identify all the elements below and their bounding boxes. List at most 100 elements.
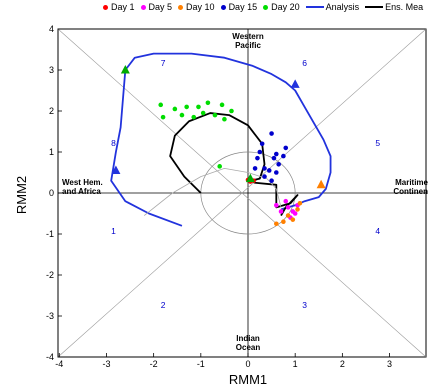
x-tick-label: 1 bbox=[293, 359, 298, 369]
series-day-20-point bbox=[217, 164, 222, 169]
series-day-10-point bbox=[285, 213, 291, 218]
legend-swatch bbox=[178, 4, 184, 10]
region-label-bottom: Ocean bbox=[236, 343, 261, 352]
phase-label-7: 7 bbox=[161, 58, 166, 68]
phase-label-8: 8 bbox=[111, 138, 116, 148]
y-tick-label: 2 bbox=[49, 106, 54, 116]
tick-labels: -4 -3 -2 -1 0 1 2 3 -4 -3 -2 -1 0 1 2 3 4 bbox=[46, 24, 392, 369]
series-day-5-point bbox=[274, 203, 279, 208]
series-day-20-point bbox=[179, 112, 185, 118]
legend-label: Day 5 bbox=[148, 2, 173, 12]
legend-item-day-5: Day 5 bbox=[140, 2, 173, 12]
diagonal-guide bbox=[57, 28, 427, 358]
legend-swatch bbox=[305, 6, 324, 8]
series-day-10-point bbox=[290, 217, 296, 222]
series-day-15-point bbox=[262, 174, 267, 179]
series-day-15-point bbox=[269, 178, 274, 183]
series-day-15-point bbox=[266, 168, 272, 173]
y-tick-label: 4 bbox=[49, 24, 54, 34]
series-ens-mea-line bbox=[169, 112, 299, 216]
series-day-15-point bbox=[257, 149, 263, 155]
legend-label: Day 10 bbox=[186, 2, 215, 12]
y-tick-label: -3 bbox=[46, 311, 54, 321]
series-day-15-point bbox=[281, 153, 286, 159]
series-day-20-point bbox=[219, 102, 225, 108]
legend-label: Day 15 bbox=[228, 2, 258, 12]
series-day-5-point bbox=[278, 209, 284, 214]
series-layer bbox=[110, 52, 332, 227]
series-day-10-point bbox=[281, 219, 286, 224]
series-day-15-point bbox=[255, 155, 260, 161]
series-day-15-point bbox=[276, 162, 281, 167]
series-triangle-markers-triangle bbox=[245, 173, 255, 183]
series-day-10-point bbox=[274, 221, 279, 227]
series-analysis-markers-triangle bbox=[111, 165, 121, 174]
series-day-10-point bbox=[295, 207, 300, 212]
series-day-15-point bbox=[269, 131, 274, 136]
legend-item-analysis: Analysis bbox=[305, 2, 360, 12]
legend-label: Day 20 bbox=[271, 2, 300, 12]
legend-label: Day 1 bbox=[111, 2, 135, 12]
series-ens-members-line bbox=[143, 167, 282, 216]
region-label-bottom: Indian bbox=[236, 334, 260, 343]
region-label-top: Pacific bbox=[235, 41, 261, 50]
y-tick-label: 1 bbox=[49, 147, 54, 157]
x-tick-label: -3 bbox=[102, 359, 110, 369]
y-tick-label: 3 bbox=[49, 65, 54, 75]
phase-label-3: 3 bbox=[302, 300, 307, 310]
series-day-15-point bbox=[259, 141, 265, 147]
series-day-5-point bbox=[292, 211, 298, 216]
series-day-20-point bbox=[158, 102, 164, 108]
series-day-5-point bbox=[283, 198, 289, 204]
y-tick-label: 0 bbox=[49, 188, 54, 198]
phase-label-2: 2 bbox=[161, 300, 166, 310]
series-day-20-point bbox=[196, 104, 201, 110]
x-tick-label: -1 bbox=[197, 359, 205, 369]
series-day-20-point bbox=[184, 104, 189, 110]
series-day-20-point bbox=[205, 100, 211, 106]
series-orange-marker-triangle bbox=[316, 179, 326, 189]
series-analysis-markers-triangle bbox=[290, 79, 300, 88]
region-label-left: and Africa bbox=[62, 187, 101, 196]
legend-swatch bbox=[140, 4, 146, 10]
legend-item-day-20: Day 20 bbox=[263, 2, 300, 12]
phase-label-6: 6 bbox=[302, 58, 307, 68]
series-day-15-point bbox=[271, 155, 277, 161]
series-day-15-point bbox=[252, 166, 258, 171]
region-label-top: Western bbox=[232, 32, 264, 41]
x-tick-label: 0 bbox=[245, 359, 250, 369]
series-day-15-point bbox=[274, 170, 279, 175]
phase-label-1: 1 bbox=[111, 226, 116, 236]
region-label-right: Maritime bbox=[395, 178, 428, 187]
series-day-20-point bbox=[191, 114, 197, 120]
series-day-20-point bbox=[200, 110, 206, 116]
phase-label-4: 4 bbox=[375, 226, 380, 236]
legend-item-day-1: Day 1 bbox=[103, 2, 135, 12]
series-day-20-point bbox=[212, 112, 218, 118]
x-tick-label: -4 bbox=[55, 359, 63, 369]
legend-swatch bbox=[103, 4, 108, 10]
phase-label-5: 5 bbox=[375, 138, 380, 148]
y-tick-label: -4 bbox=[46, 352, 54, 362]
legend-swatch bbox=[263, 4, 269, 10]
legend-label: Analysis bbox=[325, 2, 360, 12]
legend-item-day-15: Day 15 bbox=[220, 2, 258, 12]
series-day-10-point bbox=[297, 200, 303, 206]
chart-legend: Day 1 Day 5 Day 10 Day 15 Day 20 Analysis Ens.… bbox=[103, 0, 428, 14]
series-day-20-point bbox=[229, 108, 234, 114]
legend-swatch bbox=[220, 4, 226, 10]
region-label-left: West Hem. bbox=[62, 178, 103, 187]
series-triangle-markers-triangle bbox=[120, 65, 130, 74]
series-analysis-line bbox=[110, 52, 332, 227]
series-day-5-point bbox=[285, 205, 291, 210]
legend-item-day-10: Day 10 bbox=[178, 2, 215, 12]
x-tick-label: 3 bbox=[387, 359, 392, 369]
series-day-15-point bbox=[274, 151, 279, 157]
legend-label: Ens. Mea bbox=[385, 2, 424, 12]
y-axis-title: RMM2 bbox=[14, 176, 29, 214]
series-day-15-point bbox=[283, 145, 289, 151]
legend-item-ens-mea: Ens. Mea bbox=[365, 2, 423, 12]
x-axis-title: RMM1 bbox=[229, 372, 267, 387]
